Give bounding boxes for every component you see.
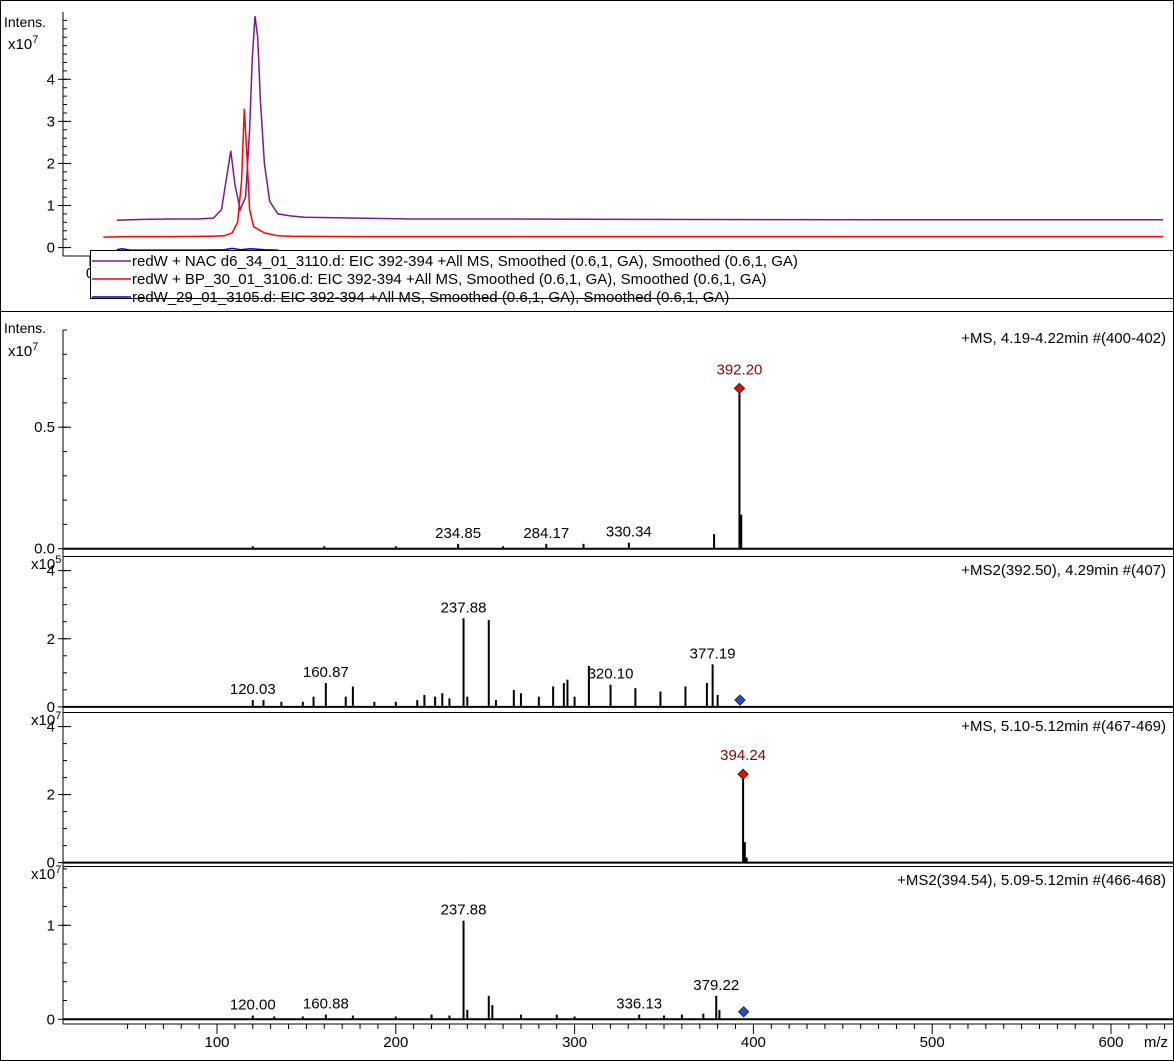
y-scale-label: x107 — [31, 710, 61, 729]
y-scale-exponent: 7 — [55, 864, 61, 876]
y-scale-label: x105 — [31, 554, 61, 573]
x-tick-label: 300 — [562, 1034, 587, 1051]
spectrum-4: +MS2(394.54), 5.09-5.12min #(466-468) 0 1 x… — [31, 864, 1174, 1028]
y-tick-label: 1 — [47, 917, 55, 934]
precursor-marker — [737, 768, 749, 780]
peak-label: 379.22 — [693, 977, 739, 994]
y-tick-label: 0 — [47, 1011, 55, 1028]
peak-label: 392.20 — [717, 361, 763, 378]
x-tick-label: 100 — [204, 1034, 229, 1051]
y-axis-label: Intens. — [4, 320, 46, 336]
y-tick-label: 2 — [47, 631, 55, 648]
x-tick-label: 400 — [741, 1034, 766, 1051]
spectrum-header: +MS2(394.54), 5.09-5.12min #(466-468) — [897, 872, 1166, 889]
y-scale-exponent: 7 — [55, 710, 61, 722]
peak-label: 320.10 — [588, 666, 634, 683]
legend-entry-2: redW + BP_30_01_3106.d: EIC 392-394 +All… — [132, 271, 767, 288]
peak-label: 120.03 — [230, 681, 276, 698]
y-tick-label: 4 — [47, 719, 55, 736]
y-tick-label: 0 — [47, 699, 55, 716]
legend-entry-3: redW_29_01_3105.d: EIC 392-394 +All MS, … — [132, 289, 729, 306]
y-tick-label: 2 — [47, 787, 55, 804]
spectrum-header: +MS2(392.50), 4.29min #(407) — [961, 562, 1166, 579]
y-scale-label: x107 — [8, 341, 38, 360]
y-scale-exponent: 5 — [55, 554, 61, 566]
y-tick-label: 3 — [47, 113, 55, 130]
y-scale-exponent: 7 — [32, 341, 38, 353]
x-tick-label: 500 — [920, 1034, 945, 1051]
peak-label: 160.88 — [303, 996, 349, 1013]
peak-label: 394.24 — [720, 747, 766, 764]
precursor-marker — [733, 382, 746, 395]
y-axis-label: Intens. — [4, 14, 46, 30]
precursor-marker — [737, 1006, 750, 1018]
y-scale-label: x107 — [8, 34, 38, 53]
x-axis-label: m/z — [1144, 1034, 1168, 1051]
y-tick-label: 0.0 — [34, 541, 55, 558]
y-scale-exponent: 7 — [32, 34, 38, 46]
chromatogram-series-2 — [103, 108, 1164, 238]
x-tick-label: 200 — [383, 1034, 408, 1051]
y-tick-label: 0 — [47, 855, 55, 872]
peak-label: 234.85 — [435, 525, 481, 542]
chromatogram-series-3 — [116, 247, 278, 251]
peak-label: 377.19 — [690, 645, 736, 662]
peak-label: 237.88 — [441, 599, 487, 616]
spectrum-1: +MS, 4.19-4.22min #(400-402) 0.0 0.5 Intens… — [4, 320, 1174, 558]
y-tick-label: 0.5 — [34, 419, 55, 436]
precursor-marker — [734, 694, 746, 706]
peak-label: 330.34 — [606, 524, 652, 541]
spectra-panel: +MS, 4.19-4.22min #(400-402) 0.0 0.5 Intens… — [4, 320, 1174, 1051]
peak-label: 284.17 — [523, 525, 569, 542]
chromatogram-series-1 — [116, 16, 1164, 221]
y-tick-label: 0 — [47, 240, 55, 257]
y-tick-label: 2 — [47, 155, 55, 172]
y-scale-label: x107 — [31, 864, 61, 883]
spectrum-header: +MS, 4.19-4.22min #(400-402) — [961, 330, 1166, 347]
y-tick-label: 4 — [47, 563, 55, 580]
peak-label: 237.88 — [441, 902, 487, 919]
peak-label: 336.13 — [616, 996, 662, 1013]
chromatogram-legend: redW + NAC d6_34_01_3110.d: EIC 392-394 … — [90, 250, 1174, 306]
y-tick-label: 4 — [47, 71, 55, 88]
x-tick-label: 600 — [1098, 1034, 1123, 1051]
spectrum-header: +MS, 5.10-5.12min #(467-469) — [961, 718, 1166, 735]
legend-box — [90, 250, 1174, 299]
y-tick-label: 1 — [47, 198, 55, 215]
peak-label: 120.00 — [230, 997, 276, 1014]
legend-entry-1: redW + NAC d6_34_01_3110.d: EIC 392-394 … — [132, 253, 798, 270]
peak-label: 160.87 — [303, 664, 349, 681]
